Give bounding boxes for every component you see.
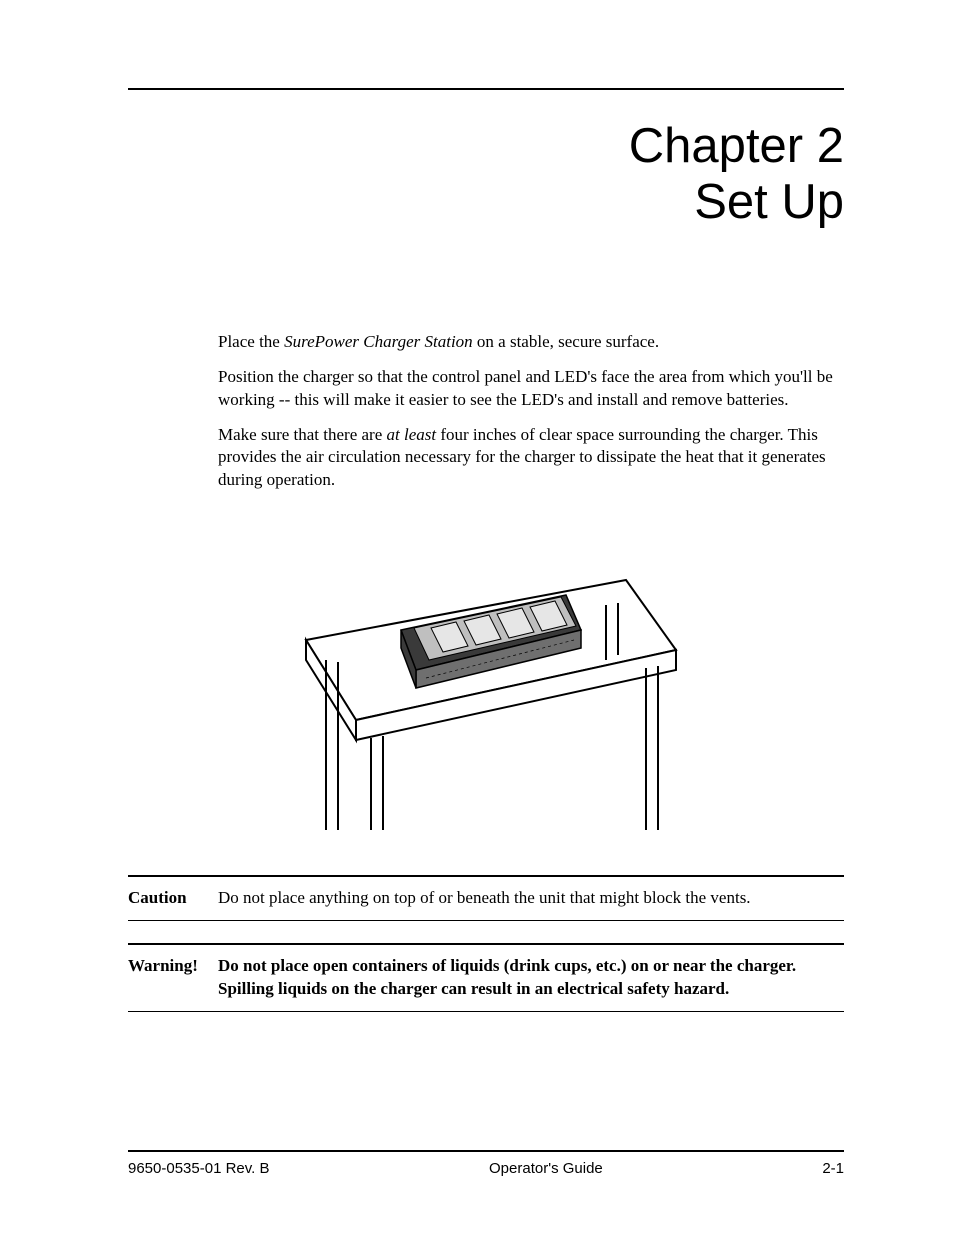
chapter-title: Set Up — [128, 174, 844, 230]
paragraph-3: Make sure that there are at least four i… — [218, 424, 844, 493]
charger-illustration — [276, 510, 696, 830]
page-footer: 9650-0535-01 Rev. B Operator's Guide 2-1 — [128, 1150, 844, 1177]
notice-gap — [128, 921, 844, 943]
caution-row: Caution Do not place anything on top of … — [128, 877, 844, 920]
p1-pre: Place the — [218, 332, 284, 351]
body-text: Place the SurePower Charger Station on a… — [218, 331, 844, 493]
footer-center: Operator's Guide — [489, 1160, 603, 1177]
warning-text: Do not place open containers of liquids … — [218, 955, 844, 1001]
top-rule — [128, 88, 844, 90]
p3-emphasis: at least — [387, 425, 437, 444]
paragraph-1: Place the SurePower Charger Station on a… — [218, 331, 844, 354]
warning-row: Warning! Do not place open containers of… — [128, 945, 844, 1011]
p1-emphasis: SurePower Charger Station — [284, 332, 473, 351]
caution-label: Caution — [128, 887, 218, 910]
document-page: Chapter 2 Set Up Place the SurePower Cha… — [0, 0, 954, 1235]
footer-rule — [128, 1150, 844, 1152]
footer-line: 9650-0535-01 Rev. B Operator's Guide 2-1 — [128, 1160, 844, 1177]
paragraph-2: Position the charger so that the control… — [218, 366, 844, 412]
p3-pre: Make sure that there are — [218, 425, 387, 444]
warning-label: Warning! — [128, 955, 218, 1001]
p1-post: on a stable, secure surface. — [473, 332, 659, 351]
footer-left: 9650-0535-01 Rev. B — [128, 1160, 269, 1177]
chapter-number: Chapter 2 — [128, 118, 844, 174]
footer-right: 2-1 — [822, 1160, 844, 1177]
caution-text: Do not place anything on top of or benea… — [218, 887, 844, 910]
warning-bottom-rule — [128, 1011, 844, 1012]
chapter-heading: Chapter 2 Set Up — [128, 118, 844, 231]
figure-charger-on-table — [128, 510, 844, 835]
